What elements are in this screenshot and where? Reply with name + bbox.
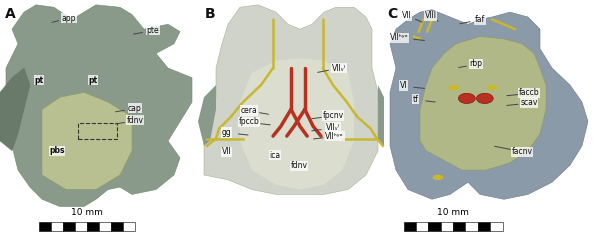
Bar [99, 222, 111, 231]
Text: VII: VII [222, 147, 232, 156]
Text: VI: VI [400, 81, 407, 90]
Text: C: C [387, 7, 397, 21]
Bar [466, 222, 478, 231]
Polygon shape [240, 58, 354, 190]
Text: cera: cera [241, 106, 257, 115]
Circle shape [449, 86, 458, 89]
Bar [453, 222, 466, 231]
Polygon shape [390, 10, 588, 199]
Bar [51, 222, 63, 231]
Text: ica: ica [269, 150, 280, 160]
Bar [428, 222, 440, 231]
Text: pt: pt [34, 76, 44, 85]
Text: pbs: pbs [49, 146, 65, 155]
Ellipse shape [476, 93, 493, 104]
Text: B: B [205, 7, 216, 21]
Text: faf: faf [475, 15, 485, 24]
Text: fdnv: fdnv [290, 161, 307, 170]
Bar [87, 222, 99, 231]
Circle shape [463, 98, 473, 102]
Bar [63, 222, 75, 231]
Polygon shape [378, 85, 384, 146]
Text: A: A [5, 7, 16, 21]
Bar [440, 222, 453, 231]
Text: facnv: facnv [511, 147, 533, 156]
Text: 10 mm: 10 mm [71, 208, 103, 217]
Text: VIII: VIII [425, 11, 437, 20]
Bar [75, 222, 87, 231]
Text: faccb: faccb [519, 88, 539, 97]
Text: tf: tf [412, 95, 418, 104]
Polygon shape [204, 5, 378, 194]
Ellipse shape [458, 93, 475, 104]
Text: VIIᵥᴵ: VIIᵥᴵ [332, 63, 346, 73]
Circle shape [433, 175, 443, 179]
Text: VIIʰʸᵒ: VIIʰʸᵒ [325, 131, 344, 141]
Text: fpccb: fpccb [239, 117, 259, 127]
Bar [111, 222, 123, 231]
Bar [123, 222, 135, 231]
Bar [39, 222, 51, 231]
Polygon shape [0, 68, 30, 151]
Bar [490, 222, 503, 231]
Text: VIIᵥᴵ: VIIᵥᴵ [326, 123, 340, 132]
Text: pt: pt [88, 76, 98, 85]
Text: pte: pte [146, 26, 160, 35]
Circle shape [487, 86, 497, 89]
Text: scav: scav [521, 98, 538, 107]
Bar [404, 222, 416, 231]
Text: cap: cap [128, 104, 142, 113]
Polygon shape [6, 5, 192, 207]
Text: app: app [62, 14, 76, 23]
Text: fdnv: fdnv [127, 116, 143, 125]
Bar [416, 222, 428, 231]
Polygon shape [198, 85, 216, 146]
Text: rbp: rbp [469, 59, 482, 68]
Text: VIIʰʸᵒ: VIIʰʸᵒ [389, 33, 409, 42]
Text: gg: gg [222, 128, 232, 137]
Polygon shape [420, 36, 546, 170]
Text: 10 mm: 10 mm [437, 208, 469, 217]
Bar [478, 222, 490, 231]
Text: fpcnv: fpcnv [322, 111, 344, 120]
Polygon shape [42, 92, 132, 190]
Text: VII: VII [402, 11, 412, 20]
